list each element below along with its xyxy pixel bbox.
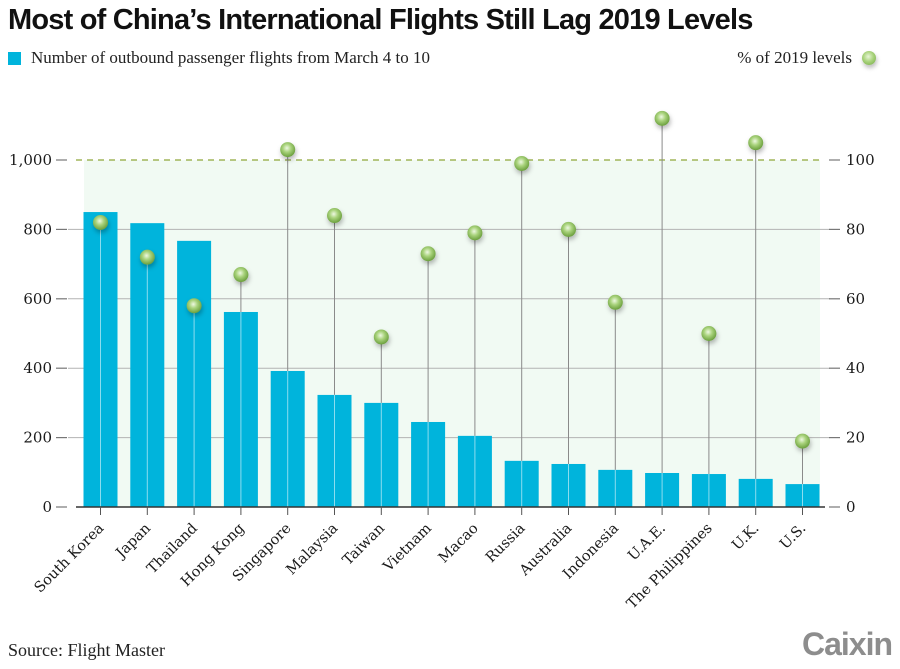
right-tick-label: 60 xyxy=(846,290,865,308)
category-label: Japan xyxy=(112,521,154,563)
category-label: U.S. xyxy=(777,521,809,553)
category-label: South Korea xyxy=(32,520,108,596)
pct-dot-the-philippines xyxy=(701,326,717,341)
pct-dot-u-k xyxy=(748,135,764,151)
source-note: Source: Flight Master xyxy=(8,640,165,660)
pct-dot-indonesia xyxy=(607,294,623,310)
bar-swatch-icon xyxy=(8,51,21,65)
pct-dot-u-s xyxy=(795,433,810,449)
category-label: Malaysia xyxy=(284,520,342,578)
pct-dot-taiwan xyxy=(373,329,389,345)
right-tick-label: 0 xyxy=(846,498,856,516)
category-label: Vietnam xyxy=(380,520,435,575)
right-tick-label: 80 xyxy=(846,220,865,238)
left-tick-label: 600 xyxy=(23,290,52,308)
chart-title: Most of China’s International Flights St… xyxy=(8,4,753,36)
pct-dot-singapore xyxy=(280,142,296,158)
left-tick-label: 0 xyxy=(42,498,52,516)
pct-dot-australia xyxy=(561,221,576,237)
pct-dot-hong-kong xyxy=(233,267,249,283)
category-label: U.A.E. xyxy=(625,521,669,565)
right-tick-label: 100 xyxy=(846,151,875,169)
pct-dot-japan xyxy=(139,249,155,265)
dot-marker-icon xyxy=(862,51,876,65)
category-label: The Philippines xyxy=(624,521,716,613)
right-tick-label: 40 xyxy=(846,359,865,377)
category-label: Taiwan xyxy=(340,521,388,569)
left-tick-label: 1,000 xyxy=(9,151,52,169)
legend-dots: % of 2019 levels xyxy=(737,48,876,68)
legend-bars-label: Number of outbound passenger flights fro… xyxy=(31,48,430,67)
category-label: U.K. xyxy=(729,521,762,554)
category-label: Macao xyxy=(436,521,482,567)
pct-dot-vietnam xyxy=(420,246,436,262)
pct-dot-thailand xyxy=(186,298,202,314)
left-tick-label: 800 xyxy=(23,220,52,238)
pct-dot-malaysia xyxy=(327,208,342,224)
left-tick-label: 200 xyxy=(23,429,52,447)
left-tick-label: 400 xyxy=(23,359,52,377)
pct-dot-macao xyxy=(467,225,483,241)
pct-dot-u-a-e xyxy=(654,110,670,126)
legend-bars: Number of outbound passenger flights fro… xyxy=(8,48,430,68)
category-label: Russia xyxy=(483,520,529,566)
pct-dot-south-korea xyxy=(93,214,108,230)
right-tick-label: 20 xyxy=(846,429,865,447)
pct-dot-russia xyxy=(514,155,530,171)
caixin-logo: Caixin xyxy=(801,626,893,662)
legend-dots-label: % of 2019 levels xyxy=(737,48,852,67)
